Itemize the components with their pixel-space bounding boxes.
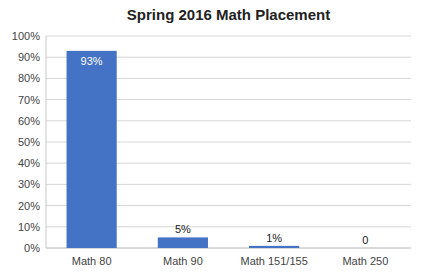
y-tick-label: 50% — [18, 136, 40, 148]
y-axis-line — [46, 36, 47, 248]
data-label: 93% — [81, 55, 103, 67]
bars — [67, 51, 300, 248]
y-tick-label: 70% — [18, 94, 40, 106]
grid — [46, 36, 411, 248]
y-tick-label: 60% — [18, 115, 40, 127]
x-tick-label: Math 80 — [72, 255, 112, 267]
bar — [249, 246, 299, 248]
y-tick-label: 80% — [18, 72, 40, 84]
bar — [158, 237, 208, 248]
x-tick-label: Math 151/155 — [240, 255, 307, 267]
y-tick-label: 20% — [18, 200, 40, 212]
data-label: 0 — [362, 234, 368, 246]
y-tick-label: 40% — [18, 157, 40, 169]
title: Spring 2016 Math Placement — [127, 6, 330, 23]
y-tick-label: 100% — [12, 30, 40, 42]
bar — [340, 248, 390, 249]
y-tick-label: 30% — [18, 178, 40, 190]
data-label: 1% — [266, 232, 282, 244]
data-label: 5% — [175, 223, 191, 235]
y-tick-label: 90% — [18, 51, 40, 63]
data-labels: 93% 5% 1% 0 — [81, 55, 369, 246]
y-tick-label: 0% — [24, 242, 40, 254]
chart: Spring 2016 Math Placement 0% 10% 20% 30% 40%… — [0, 0, 423, 276]
y-tick-label: 10% — [18, 221, 40, 233]
bar — [67, 51, 117, 248]
grid-line — [46, 36, 411, 37]
x-tick-label: Math 250 — [342, 255, 388, 267]
x-tick-label: Math 90 — [163, 255, 203, 267]
